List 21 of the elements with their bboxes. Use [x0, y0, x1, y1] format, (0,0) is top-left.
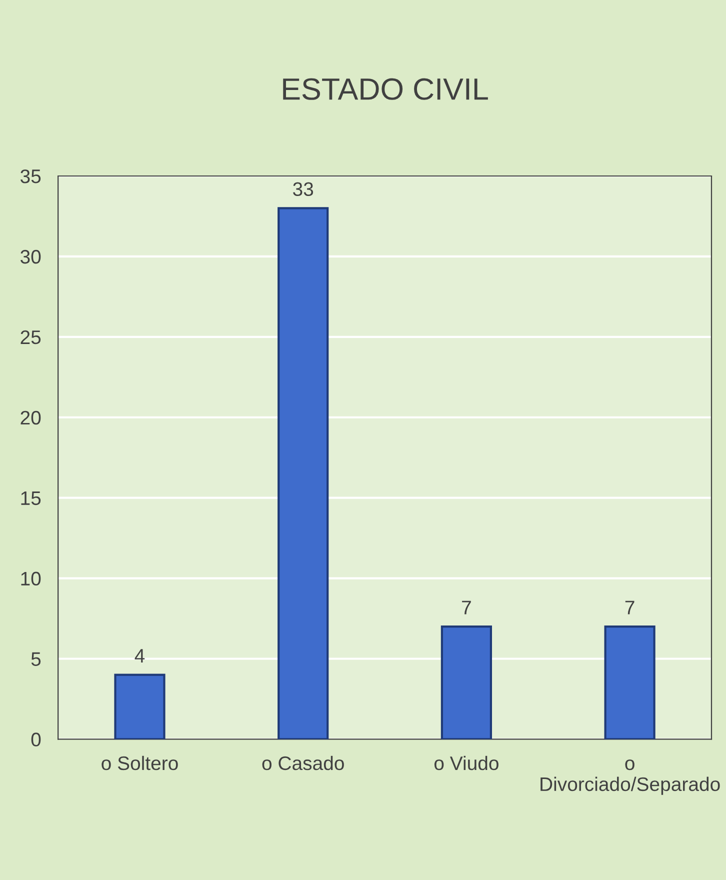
x-tick-label: o Casado	[262, 756, 344, 770]
y-tick-label: 35	[20, 169, 41, 184]
x-tick-label: o Divorciado/Separado	[540, 759, 720, 795]
data-label: 33	[293, 182, 314, 196]
y-tick-label: 20	[20, 410, 41, 425]
x-tick-label: o Viudo	[434, 756, 498, 770]
bar	[114, 674, 166, 740]
bar	[278, 207, 329, 740]
data-label: 7	[462, 600, 471, 614]
y-tick-label: 25	[20, 330, 41, 344]
y-tick-label: 15	[21, 491, 41, 506]
data-label: 4	[134, 649, 145, 662]
y-tick-label: 0	[31, 732, 41, 746]
bar	[440, 626, 492, 740]
y-tick-label: 10	[21, 572, 41, 586]
y-tick-label: 30	[20, 250, 41, 264]
y-tick-label: 5	[31, 652, 41, 666]
x-tick-label: o Soltero	[102, 756, 178, 770]
data-label: 7	[625, 600, 634, 614]
bar	[604, 626, 656, 740]
chart-title: ESTADO CIVIL	[283, 78, 488, 100]
